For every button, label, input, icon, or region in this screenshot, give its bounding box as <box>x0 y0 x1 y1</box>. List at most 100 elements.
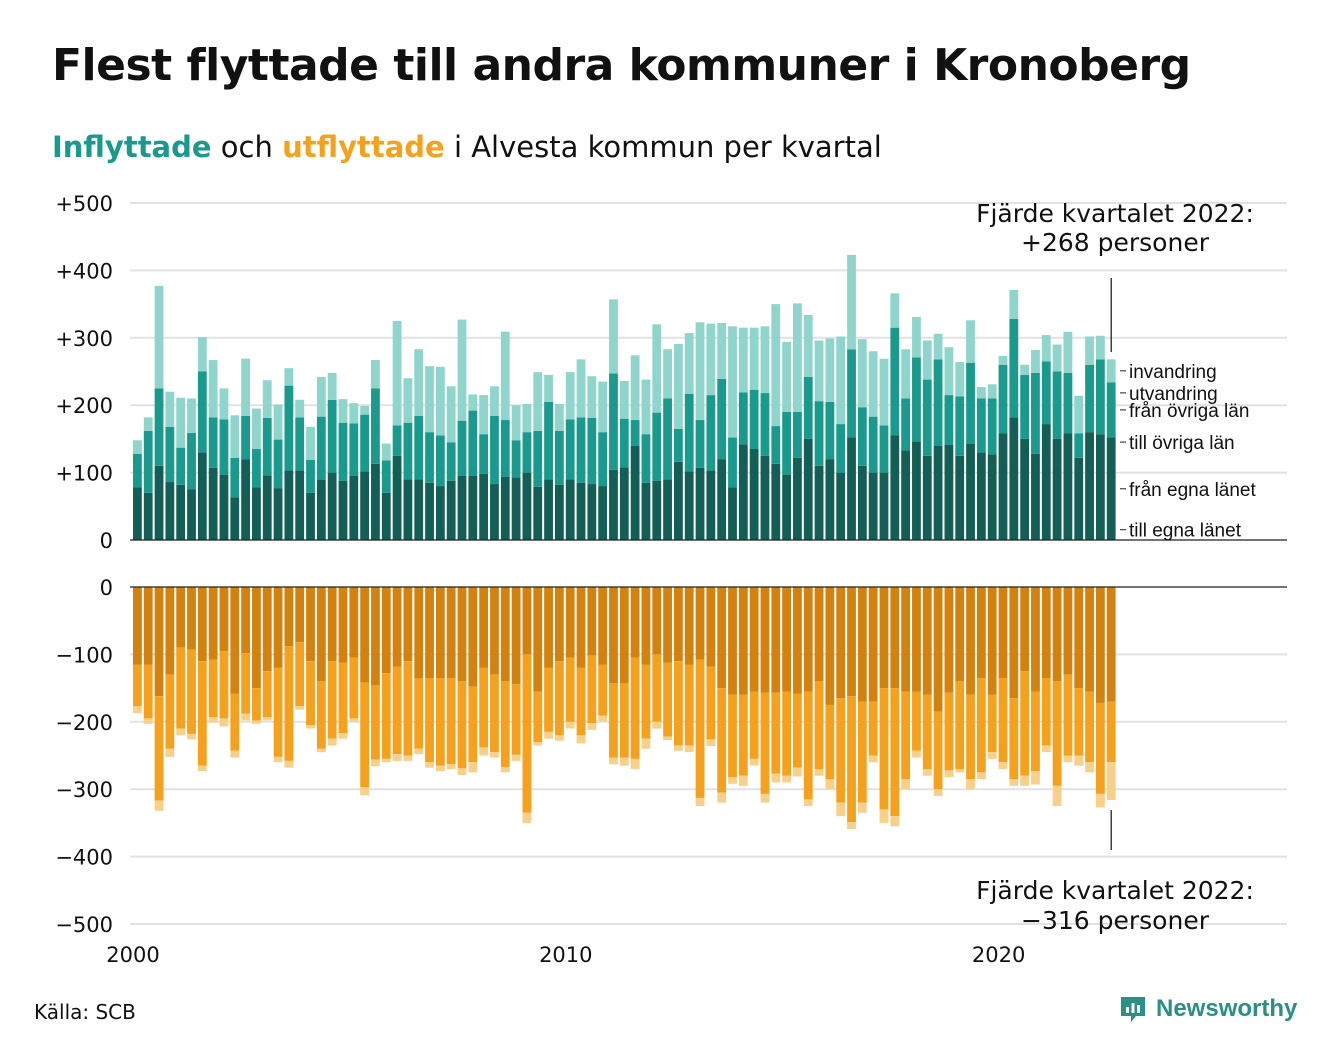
bar-out-other <box>435 677 445 766</box>
bar-in-immigration <box>468 394 478 411</box>
bar-in-immigration <box>922 340 932 380</box>
bar-in-other <box>619 418 629 468</box>
bar-out-emigration <box>706 739 716 747</box>
bar-out-own <box>706 587 716 667</box>
bar-out-other <box>490 674 499 753</box>
bar-out-emigration <box>252 720 261 724</box>
bar-in-own <box>544 479 553 540</box>
bar-in-other <box>728 437 737 488</box>
bar-out-own <box>857 587 867 702</box>
bar-out-emigration <box>695 797 705 807</box>
bar-in-own <box>879 472 889 540</box>
bar-out-own <box>598 587 608 665</box>
bar-out-own <box>533 587 543 692</box>
bar-in-own <box>847 437 856 540</box>
bar-out-own <box>327 587 337 662</box>
bar-out-other <box>944 692 954 771</box>
bar-out-own <box>1085 587 1094 692</box>
bar-in-immigration <box>273 404 283 440</box>
bar-in-other <box>587 418 597 485</box>
bar-out-own <box>933 587 943 712</box>
bar-out-other <box>771 692 781 774</box>
bar-out-own <box>252 587 261 689</box>
bar-out-other <box>652 654 662 722</box>
bar-out-emigration <box>598 715 608 722</box>
bar-out-other <box>349 657 359 719</box>
bar-out-other <box>252 688 261 721</box>
bar-in-other <box>706 395 716 471</box>
bar-out-own <box>435 587 445 678</box>
bar-out-other <box>933 711 943 790</box>
bar-out-emigration <box>890 816 900 827</box>
series-label-top: från egna länet <box>1129 480 1256 501</box>
bar-out-own <box>901 587 911 692</box>
bar-in-immigration <box>879 358 889 426</box>
bar-in-own <box>684 471 694 540</box>
bar-out-emigration <box>511 754 521 761</box>
bar-out-other <box>414 678 424 749</box>
bar-in-other <box>1095 359 1105 435</box>
bar-in-other <box>944 395 954 445</box>
bar-out-emigration <box>414 748 424 755</box>
bar-in-immigration <box>912 316 921 358</box>
bar-out-own <box>987 587 997 695</box>
bar-out-other <box>425 677 434 763</box>
bar-in-own <box>565 479 575 540</box>
bar-out-other <box>565 657 575 722</box>
bar-in-other <box>836 424 846 473</box>
bar-in-immigration <box>652 324 662 413</box>
bar-in-immigration <box>609 299 618 374</box>
bar-out-emigration <box>944 770 954 778</box>
bar-in-own <box>998 433 1008 540</box>
bar-in-immigration <box>533 372 543 431</box>
bar-in-own <box>327 472 337 540</box>
bar-out-other <box>782 691 791 776</box>
bar-in-own <box>728 487 737 540</box>
bar-out-own <box>944 587 954 693</box>
bar-out-own <box>457 587 467 682</box>
bar-out-other <box>1041 677 1051 746</box>
bar-out-emigration <box>847 822 856 829</box>
bar-in-other <box>695 420 705 468</box>
bar-in-own <box>976 452 986 540</box>
y-tick-label-top: +300 <box>55 327 113 351</box>
bar-out-other <box>241 653 250 714</box>
bar-in-immigration <box>262 380 272 419</box>
bar-out-emigration <box>230 750 240 758</box>
bar-in-own <box>1095 434 1105 540</box>
bar-out-own <box>674 587 683 662</box>
series-label-bottom: utvandring <box>1129 384 1218 405</box>
bar-out-emigration <box>219 718 229 727</box>
bar-out-own <box>554 587 564 662</box>
bar-in-own <box>154 465 164 540</box>
bar-in-immigration <box>1074 395 1084 434</box>
bar-out-emigration <box>446 764 456 769</box>
bar-in-other <box>1074 433 1084 458</box>
subtitle-in-word: Inflyttade <box>52 130 212 164</box>
bar-out-other <box>1052 681 1062 786</box>
y-tick-label-bottom: −400 <box>55 846 113 870</box>
bar-in-other <box>511 440 521 478</box>
bar-in-immigration <box>1095 335 1105 360</box>
bar-out-emigration <box>349 718 359 722</box>
bar-in-other <box>338 422 348 481</box>
bar-out-emigration <box>457 768 467 776</box>
bar-out-emigration <box>197 765 207 772</box>
bar-out-own <box>1063 587 1073 675</box>
bar-in-other <box>749 389 759 450</box>
bar-out-own <box>879 587 889 689</box>
bar-in-own <box>522 472 532 540</box>
bar-out-other <box>554 661 564 736</box>
bar-in-immigration <box>522 403 532 433</box>
bar-out-own <box>230 587 240 694</box>
bar-in-immigration <box>1041 335 1051 362</box>
bar-in-immigration <box>500 331 510 421</box>
bar-in-own <box>857 465 867 540</box>
bar-in-own <box>1074 457 1084 540</box>
bar-in-immigration <box>479 395 489 435</box>
bar-in-immigration <box>435 366 445 436</box>
bar-out-emigration <box>922 768 932 776</box>
bar-out-emigration <box>435 765 445 772</box>
bar-out-emigration <box>490 752 499 758</box>
bar-out-own <box>143 587 153 665</box>
